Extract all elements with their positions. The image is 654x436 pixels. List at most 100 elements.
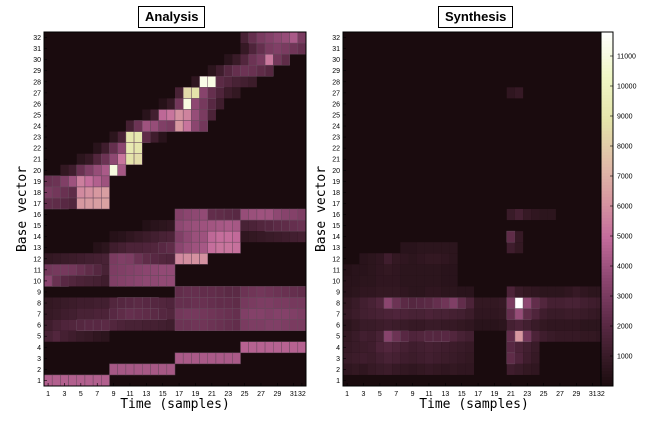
heatmap-cell-t7-b20 (92, 164, 102, 177)
heatmap-cell-t29-b15 (273, 219, 282, 232)
colorbar-segment (601, 218, 613, 222)
colorbar-segment (601, 164, 613, 168)
heatmap-cell-t29-b9 (572, 286, 581, 298)
heatmap-cell-t16-b8 (166, 297, 175, 309)
heatmap-cell-t24-b15 (232, 219, 241, 232)
heatmap-cell-t16-b3 (465, 352, 474, 364)
colorbar-segment (601, 137, 613, 141)
heatmap-cell-t9-b20 (109, 164, 118, 177)
x-tick-label: 23 (224, 391, 232, 398)
heatmap-cell-t14-b14 (150, 231, 159, 243)
heatmap-cell-t29-b32 (273, 31, 282, 44)
heatmap-cell-t12-b8 (133, 297, 143, 309)
heatmap-cell-t21-b27 (506, 87, 515, 99)
heatmap-cell-t32-b32 (297, 31, 307, 44)
heatmap-cell-t7-b21 (93, 153, 102, 165)
heatmap-cell-t19-b26 (191, 98, 200, 110)
colorbar-segment (601, 143, 613, 147)
heatmap-cell-t5-b12 (375, 253, 384, 265)
heatmap-cell-t29-b30 (273, 53, 282, 66)
heatmap-cell-t3-b8 (60, 297, 69, 309)
heatmap-cell-t18-b27 (182, 87, 192, 99)
heatmap-cell-t27-b14 (256, 231, 266, 243)
heatmap-cell-t24-b6 (531, 319, 540, 331)
colorbar-segment (601, 44, 613, 48)
heatmap-cell-t32-b8 (297, 297, 307, 309)
heatmap-cell-t7-b22 (93, 142, 102, 154)
colorbar-segment (601, 104, 613, 108)
heatmap-cell-t14-b6 (150, 319, 159, 331)
x-tick-label: 29 (572, 391, 580, 398)
y-tick-label: 32 (33, 35, 41, 42)
heatmap-cell-t16-b2 (465, 363, 474, 375)
heatmap-cell-t31-b14 (289, 231, 298, 243)
heatmap-cell-t3-b20 (60, 164, 69, 176)
heatmap-cell-t3-b10 (60, 275, 69, 287)
heatmap-cell-t5-b4 (375, 341, 384, 353)
y-tick-label: 3 (37, 356, 41, 363)
heatmap-cell-t11-b11 (125, 264, 135, 276)
heatmap-cell-t21-b28 (207, 76, 217, 88)
colorbar-segment (601, 152, 613, 156)
colorbar-segment (601, 80, 613, 84)
colorbar-segment (601, 332, 613, 336)
heatmap-cell-t25-b29 (240, 64, 249, 77)
heatmap-cell-t7-b12 (93, 253, 102, 265)
colorbar-segment (601, 74, 613, 78)
heatmap-cell-t6-b18 (84, 186, 94, 199)
heatmap-cell-t8-b1 (101, 374, 110, 387)
heatmap-cell-t24-b5 (531, 330, 540, 342)
colorbar-segment (601, 257, 613, 261)
heatmap-cell-t25-b4 (240, 341, 249, 354)
heatmap-cell-t30-b9 (281, 286, 290, 298)
colorbar-segment (601, 110, 613, 114)
heatmap-cell-t3-b9 (359, 286, 368, 298)
heatmap-cell-t14-b23 (150, 131, 159, 143)
heatmap-cell-t16-b11 (166, 264, 176, 276)
heatmap-cell-t9-b10 (408, 275, 417, 287)
heatmap-cell-t12-b11 (433, 264, 442, 276)
heatmap-cell-t21-b4 (506, 341, 516, 354)
heatmap-cell-t10-b22 (117, 142, 127, 154)
heatmap-cell-t6-b17 (84, 197, 94, 210)
heatmap-cell-t21-b14 (506, 230, 516, 243)
heatmap-cell-t25-b16 (240, 208, 249, 221)
heatmap-cell-t31-b31 (289, 42, 299, 55)
colorbar-segment (601, 311, 613, 315)
heatmap-cell-t24-b29 (232, 64, 241, 77)
y-tick-label: 28 (33, 79, 41, 86)
heatmap-cell-t19-b6 (191, 319, 200, 331)
heatmap-cell-t24-b14 (232, 230, 241, 243)
colorbar-segment (601, 299, 613, 303)
heatmap-cell-t29-b31 (273, 42, 282, 55)
heatmap-cell-t10-b8 (117, 297, 127, 309)
colorbar-segment (601, 83, 613, 87)
heatmap-cell-t27-b6 (555, 319, 565, 331)
heatmap-cell-t20-b12 (199, 253, 208, 265)
colorbar-tick-label: 1000 (617, 354, 633, 361)
heatmap-cell-t22-b6 (514, 319, 524, 331)
colorbar-tick-label: 9000 (617, 114, 633, 121)
heatmap-cell-t4-b2 (367, 363, 376, 375)
y-tick-label: 21 (332, 157, 340, 164)
heatmap-cell-t26-b30 (248, 53, 258, 66)
heatmap-cell-t30-b9 (580, 286, 589, 298)
heatmap-cell-t15-b9 (457, 286, 466, 298)
heatmap-cell-t6-b2 (383, 363, 393, 375)
heatmap-cell-t28-b29 (264, 64, 274, 77)
heatmap-cell-t12-b22 (133, 142, 143, 154)
heatmap-cell-t6-b8 (84, 297, 94, 309)
heatmap-cell-t11-b10 (424, 275, 434, 287)
heatmap-cell-t1-b6 (343, 319, 352, 331)
heatmap-cell-t2-b1 (51, 374, 61, 387)
heatmap-cell-t6-b3 (383, 352, 393, 364)
heatmap-cell-t4-b5 (367, 330, 376, 342)
heatmap-cell-t16-b15 (166, 220, 175, 232)
heatmap-cell-t30-b7 (281, 308, 290, 320)
heatmap-cell-t11-b8 (125, 297, 135, 309)
heatmap-cell-t21-b7 (207, 308, 217, 320)
heatmap-cell-t28-b9 (264, 286, 274, 298)
heatmap-cell-t26-b9 (547, 286, 556, 298)
heatmap-cell-t31-b9 (289, 286, 299, 298)
heatmap-cell-t28-b6 (564, 319, 573, 331)
